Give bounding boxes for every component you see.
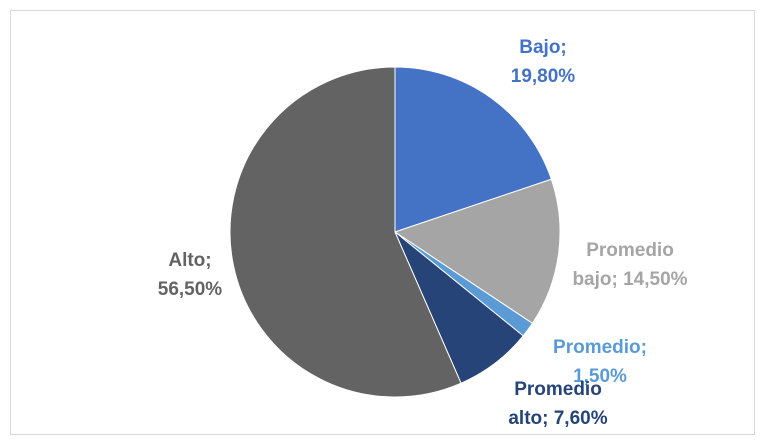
pie-slice (394, 66, 552, 233)
pie-slice (393, 178, 561, 325)
data-label: Promedio; 1,50% (553, 337, 647, 387)
data-label: Promedio alto; 7,60% (508, 379, 608, 429)
pie-slice (229, 66, 462, 398)
data-label: Promedio bajo; 14,50% (572, 240, 688, 290)
data-label: Bajo; 19,80% (510, 37, 576, 87)
data-label: Alto; 56,50% (157, 250, 223, 300)
